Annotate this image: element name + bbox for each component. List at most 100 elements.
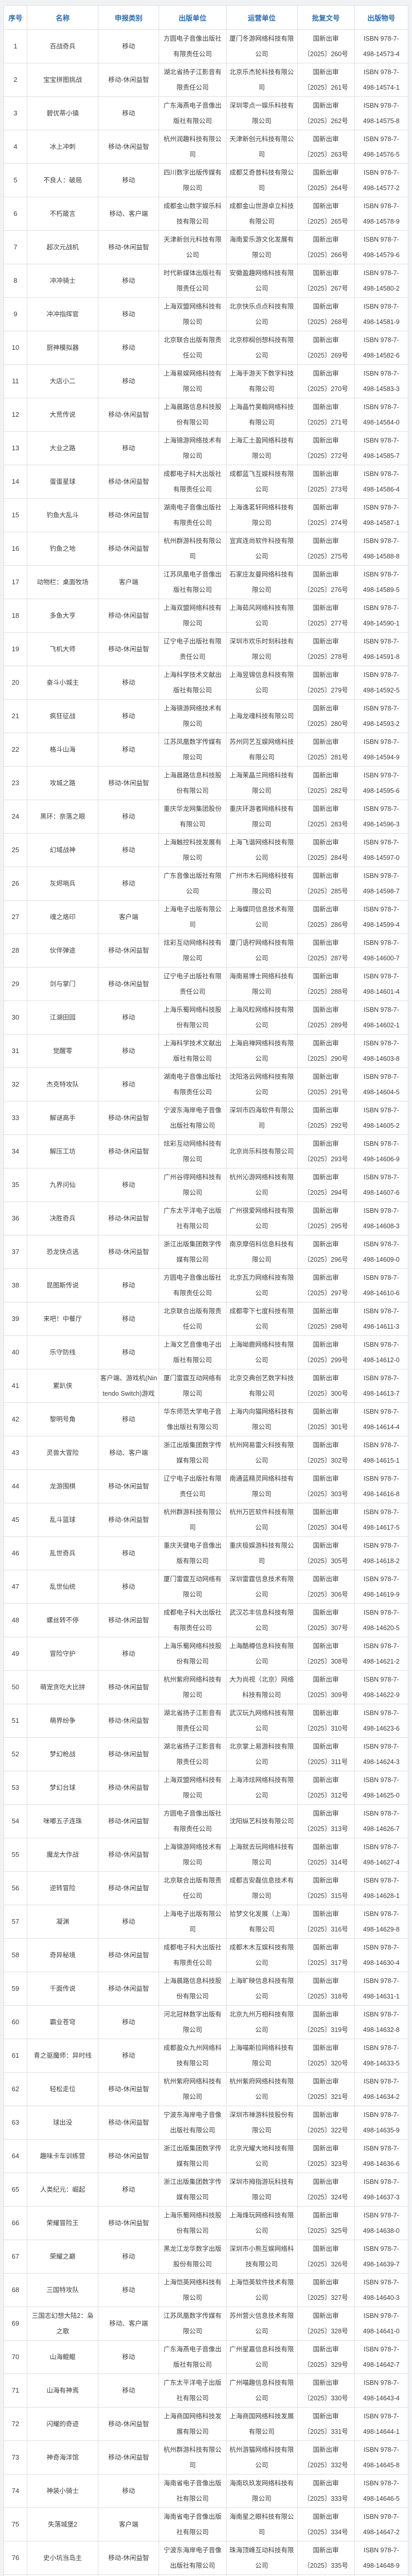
operator-cell: 成都木木互娱科技有限公司 (226, 1938, 298, 1972)
publication-number-cell: ISBN 978-7- 498-14632-8 (354, 2005, 409, 2039)
operator-cell: 大为尚视（北京）网络科技有限公司 (226, 1670, 298, 1704)
operator-cell: 上海启禅网络科技有限公司 (226, 1034, 298, 1068)
row-index-cell: 69 (3, 2307, 28, 2341)
operator-cell: 深圳市欢乐时刻科技有限公司 (226, 632, 298, 666)
table-row: 40 乐守防线 移动 上海文艺音像电子出版社有限公司 上海呦鹿网络科技有限公司 国新出审〔… (3, 1335, 409, 1369)
category-cell: 客户端 (98, 900, 160, 934)
publication-number-cell: ISBN 978-7- 498-14586-4 (354, 465, 409, 499)
approval-number-cell: 国新出审 〔2025〕297号 (297, 1268, 355, 1302)
operator-cell: 广州市木石网络科技有限公司 (226, 867, 298, 901)
col-header-index: 序号 (3, 5, 28, 30)
table-row: 44 龙游围棋 移动-休闲益智 辽宁电子出版社有限责任公司 南通蓝精灵网络科技有限公司国… (3, 1469, 409, 1503)
publication-number-cell: ISBN 978-7- 498-14642-7 (354, 2340, 409, 2374)
row-index-cell: 53 (3, 1771, 28, 1805)
table-row: 75 失落城堡2 客户端 海南省电子音像出版社有限公司 海南星之眼科技有限公司 国新出审〔… (3, 2507, 409, 2541)
game-name-cell: 超次元战机 (27, 230, 99, 264)
publication-number-cell: ISBN 978-7- 498-14595-6 (354, 766, 409, 800)
publisher-cell: 上海晨路信息科技股份有限公司 (159, 1972, 227, 2006)
publication-number-cell: ISBN 978-7- 498-14606-9 (354, 1134, 409, 1168)
operator-cell: 沈阳纵艺科技有限公司 (226, 1804, 298, 1838)
publication-number-cell: ISBN 978-7- 498-14607-6 (354, 1168, 409, 1202)
approval-number-cell: 国新出审 〔2025〕280号 (297, 699, 355, 733)
category-cell: 移动 (98, 699, 160, 733)
publication-number-cell: ISBN 978-7- 498-14643-4 (354, 2374, 409, 2408)
category-cell: 移动 (98, 331, 160, 365)
category-cell: 移动-休闲益智 (98, 766, 160, 800)
operator-cell: 北京棕榈创想科技有限公司 (226, 331, 298, 365)
row-index-cell: 60 (3, 2005, 28, 2039)
publisher-cell: 杭州群游科技有限公司 (159, 532, 227, 566)
operator-cell: 成都艾奇普科技有限公司 (226, 163, 298, 197)
game-name-cell: 千面传说 (27, 1972, 99, 2006)
operator-cell: 上海酷樽信息科技有限公司 (226, 1637, 298, 1671)
table-row: 38 昆图斯传说 移动 方圆电子音像出版社有限责任公司 北京瓦力网络科技有限公司 国新出审… (3, 1268, 409, 1302)
col-header-publisher: 出版单位 (159, 5, 227, 30)
row-index-cell: 29 (3, 967, 28, 1001)
row-index-cell: 20 (3, 666, 28, 700)
publisher-cell: 宁波东海岸电子音像出版社有限公司 (159, 2541, 227, 2575)
publication-number-cell: ISBN 978-7- 498-14605-2 (354, 1101, 409, 1135)
category-cell: 移动 (98, 1034, 160, 1068)
publication-number-cell: ISBN 978-7- 498-14592-5 (354, 666, 409, 700)
row-index-cell: 36 (3, 1201, 28, 1235)
category-cell: 移动-休闲益智 (98, 1201, 160, 1235)
approval-number-cell: 国新出审 〔2025〕274号 (297, 498, 355, 532)
game-name-cell: 九界问仙 (27, 1168, 99, 1202)
publication-number-cell: ISBN 978-7- 498-14589-5 (354, 565, 409, 599)
game-name-cell: 闪耀的奇迹 (27, 2407, 99, 2441)
operator-cell: 杭州紫府网络科技有限公司 (226, 2072, 298, 2106)
category-cell: 移动 (98, 29, 160, 63)
table-row: 4 冰上冲刺 移动-休闲益智 杭州润趣科技有限公司 天津新创元科技有限公司 国新出审 〔20… (3, 130, 409, 164)
category-cell: 移动-休闲益智 (98, 63, 160, 97)
category-cell: 移动-休闲益智 (98, 934, 160, 968)
publication-number-cell: ISBN 978-7- 498-14619-9 (354, 1570, 409, 1604)
publisher-cell: 上海乐蜀网络科技股份有限公司 (159, 2206, 227, 2240)
approval-number-cell: 国新出审 〔2025〕299号 (297, 1335, 355, 1369)
publisher-cell: 方圆电子音像出版社有限责任公司 (159, 29, 227, 63)
operator-cell: 上海龙魂科技有限公司 (226, 699, 298, 733)
publication-number-cell: ISBN 978-7- 498-14633-5 (354, 2039, 409, 2073)
game-name-cell: 百战奇兵 (27, 29, 99, 63)
game-name-cell: 奋斗小城主 (27, 666, 99, 700)
row-index-cell: 54 (3, 1804, 28, 1838)
operator-cell: 南通蓝精灵网络科技有限公司 (226, 1469, 298, 1503)
publication-number-cell: ISBN 978-7- 498-14590-1 (354, 599, 409, 633)
category-cell: 移动 (98, 1067, 160, 1101)
game-name-cell: 萌界纷争 (27, 1704, 99, 1738)
category-cell: 移动-休闲益智 (98, 967, 160, 1001)
category-cell: 移动 (98, 2173, 160, 2207)
game-name-cell: 失落城堡2 (27, 2507, 99, 2541)
publication-number-cell: ISBN 978-7- 498-14587-1 (354, 498, 409, 532)
row-index-cell: 64 (3, 2139, 28, 2173)
operator-cell: 成都零下七度科技有限公司 (226, 1302, 298, 1336)
row-index-cell: 41 (3, 1369, 28, 1403)
table-row: 62 轻松走位 移动-休闲益智 杭州紫府网络科技有限公司 杭州紫府网络科技有限公司 国新出… (3, 2072, 409, 2106)
category-cell: 移动-休闲益智 (98, 498, 160, 532)
approval-number-cell: 国新出审 〔2025〕300号 (297, 1369, 355, 1403)
row-index-cell: 68 (3, 2273, 28, 2307)
approval-number-cell: 国新出审 〔2025〕302号 (297, 1436, 355, 1470)
game-name-cell: 山海鲲鲲 (27, 2340, 99, 2374)
category-cell: 移动-休闲益智 (98, 1704, 160, 1738)
operator-cell: 杭州网易雷火科技有限公司 (226, 1436, 298, 1470)
operator-cell: 北京瓦力网络科技有限公司 (226, 1268, 298, 1302)
game-name-cell: 大店小二 (27, 364, 99, 398)
table-row: 10 厨神模拟器 移动 北京联合出版有限责任公司 北京棕榈创想科技有限公司 国新出审 〔20… (3, 331, 409, 365)
approval-number-cell: 国新出审 〔2025〕310号 (297, 1704, 355, 1738)
approval-number-cell: 国新出审 〔2025〕272号 (297, 431, 355, 465)
operator-cell: 深圳市小熊互娱网络科技有限公司 (226, 2240, 298, 2274)
game-name-cell: 多鱼大亨 (27, 599, 99, 633)
row-index-cell: 49 (3, 1637, 28, 1671)
category-cell: 移动-休闲益智 (98, 1603, 160, 1637)
row-index-cell: 10 (3, 331, 28, 365)
publisher-cell: 上海文艺音像电子出版社有限公司 (159, 1335, 227, 1369)
operator-cell: 上海风粒网络科技有限公司 (226, 1001, 298, 1035)
publisher-cell: 上海乐蜀网络科技股份有限公司 (159, 1637, 227, 1671)
table-header-row: 序号 名称 申报类别 出版单位 运营单位 批复文号 出版物号 (3, 5, 409, 30)
category-cell: 移动 (98, 2340, 160, 2374)
approval-number-cell: 国新出审 〔2025〕295号 (297, 1201, 355, 1235)
approval-number-cell: 国新出审 〔2025〕289号 (297, 1001, 355, 1035)
operator-cell: 上海手游天下数字科技有限公司 (226, 364, 298, 398)
approval-number-cell: 国新出审 〔2025〕267号 (297, 264, 355, 298)
approval-number-cell: 国新出审 〔2025〕315号 (297, 1871, 355, 1905)
